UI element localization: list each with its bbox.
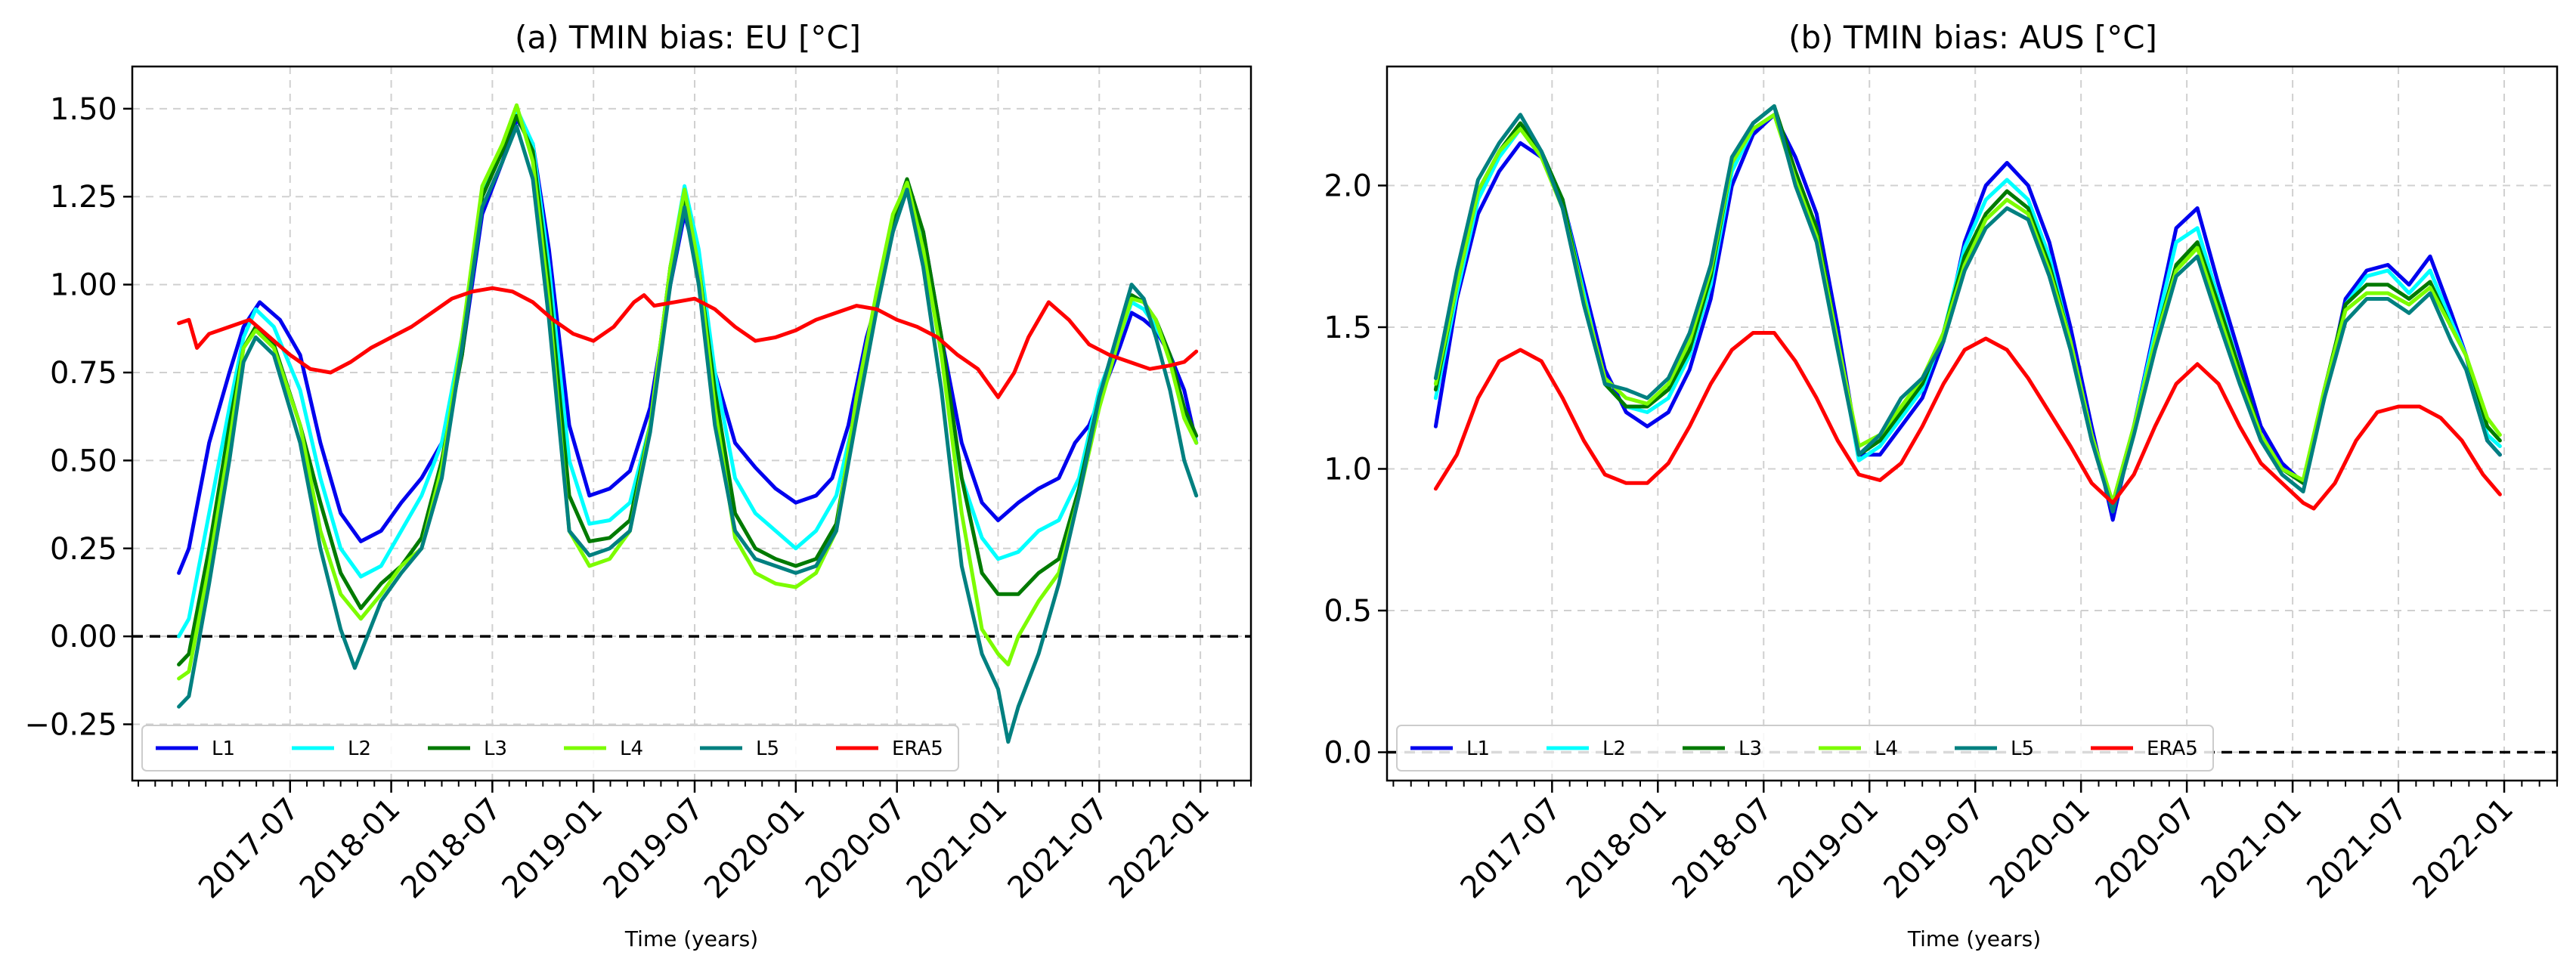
y-tick-label: 1.0 bbox=[1324, 453, 1372, 487]
grid bbox=[1387, 66, 2557, 781]
panel-title: (b) TMIN bias: AUS [°C] bbox=[1788, 19, 2157, 56]
series-line-l2 bbox=[1433, 113, 2502, 514]
x-axis-label: Time (years) bbox=[624, 926, 758, 951]
x-tick-label: 2017-07 bbox=[192, 792, 306, 906]
x-tick-label: 2019-07 bbox=[596, 792, 711, 906]
grid bbox=[132, 66, 1251, 781]
x-tick-label: 2021-01 bbox=[2194, 792, 2308, 906]
legend-label-l5: L5 bbox=[756, 738, 779, 760]
x-tick-label: 2019-07 bbox=[1878, 792, 1992, 906]
series-line-l2 bbox=[177, 107, 1199, 639]
x-tick-label: 2018-07 bbox=[1666, 792, 1780, 906]
series-line-era5 bbox=[177, 286, 1199, 400]
legend-label-l4: L4 bbox=[620, 738, 643, 760]
series-line-l4 bbox=[1433, 113, 2502, 505]
legend-label-l4: L4 bbox=[1875, 738, 1898, 760]
x-axis-label: Time (years) bbox=[1907, 926, 2041, 951]
x-tick-label: 2019-01 bbox=[1772, 792, 1886, 906]
legend-label-l3: L3 bbox=[1738, 738, 1762, 760]
y-tick-label: −0.25 bbox=[24, 708, 117, 743]
x-tick-label: 2018-01 bbox=[293, 792, 407, 906]
legend-label-l5: L5 bbox=[2011, 738, 2034, 760]
series-lines bbox=[177, 103, 1199, 744]
x-tick-label: 2020-01 bbox=[698, 792, 812, 906]
legend-box bbox=[141, 725, 959, 772]
x-tick-label: 2020-07 bbox=[799, 792, 913, 906]
x-tick-label: 2018-07 bbox=[395, 792, 509, 906]
y-axis: 0.0 0.5 1.0 1.5 2.0 bbox=[1324, 169, 1387, 771]
legend-label-l3: L3 bbox=[484, 738, 507, 760]
legend: L1 L2 L3 L4 L5 ERA5 bbox=[141, 725, 959, 772]
y-tick-label: 0.25 bbox=[50, 532, 117, 567]
panel-eu: (a) TMIN bias: EU [°C] −0.25 0.00 0.25 0.50… bbox=[24, 19, 1252, 951]
y-tick-label: 1.25 bbox=[50, 180, 117, 215]
x-tick-label: 2022-01 bbox=[2406, 792, 2520, 906]
y-axis: −0.25 0.00 0.25 0.50 0.75 1.00 1.25 1.50 bbox=[24, 92, 132, 743]
x-tick-label: 2020-01 bbox=[1983, 792, 2098, 906]
legend-label-era5: ERA5 bbox=[892, 738, 943, 760]
x-tick-label: 2020-07 bbox=[2088, 792, 2203, 906]
legend: L1 L2 L3 L4 L5 ERA5 bbox=[1396, 725, 2214, 772]
y-tick-label: 0.75 bbox=[50, 356, 117, 391]
plot-frame bbox=[131, 65, 1252, 782]
y-tick-label: 2.0 bbox=[1324, 169, 1372, 204]
legend-label-l1: L1 bbox=[212, 738, 235, 760]
x-axis: 2017-072018-012018-072019-012019-072020-… bbox=[138, 781, 1252, 906]
y-tick-label: 0.5 bbox=[1324, 594, 1372, 629]
y-tick-label: 1.00 bbox=[50, 268, 117, 303]
x-tick-label: 2018-01 bbox=[1560, 792, 1674, 906]
legend-label-l2: L2 bbox=[1602, 738, 1626, 760]
y-tick-label: 0.0 bbox=[1324, 736, 1372, 771]
legend-label-l2: L2 bbox=[348, 738, 371, 760]
x-tick-label: 2022-01 bbox=[1102, 792, 1216, 906]
x-tick-label: 2021-01 bbox=[900, 792, 1014, 906]
x-tick-label: 2021-07 bbox=[2300, 792, 2414, 906]
series-line-l5 bbox=[177, 124, 1199, 744]
y-tick-label: 0.00 bbox=[50, 620, 117, 654]
plot-frame bbox=[1386, 65, 2559, 782]
panel-aus: (b) TMIN bias: AUS [°C] 0.00.51.01.52.0 … bbox=[1324, 19, 2559, 951]
series-line-l4 bbox=[177, 103, 1199, 681]
y-tick-label: 0.50 bbox=[50, 444, 117, 478]
y-tick-label: 1.50 bbox=[50, 92, 117, 127]
legend-label-era5: ERA5 bbox=[2147, 738, 2198, 760]
x-tick-label: 2021-07 bbox=[1002, 792, 1116, 906]
x-tick-label: 2017-07 bbox=[1454, 792, 1568, 906]
legend-box bbox=[1396, 725, 2214, 772]
y-tick-label: 1.5 bbox=[1324, 311, 1372, 345]
series-line-era5 bbox=[1433, 331, 2502, 511]
series-line-l3 bbox=[1433, 104, 2502, 505]
x-axis: 2017-072018-012018-072019-012019-072020-… bbox=[1392, 781, 2558, 906]
legend-label-l1: L1 bbox=[1466, 738, 1490, 760]
series-line-l1 bbox=[177, 117, 1199, 575]
series-lines bbox=[1433, 104, 2502, 522]
series-line-l5 bbox=[1433, 104, 2502, 514]
x-tick-label: 2019-01 bbox=[496, 792, 610, 906]
panel-title: (a) TMIN bias: EU [°C] bbox=[515, 19, 861, 56]
